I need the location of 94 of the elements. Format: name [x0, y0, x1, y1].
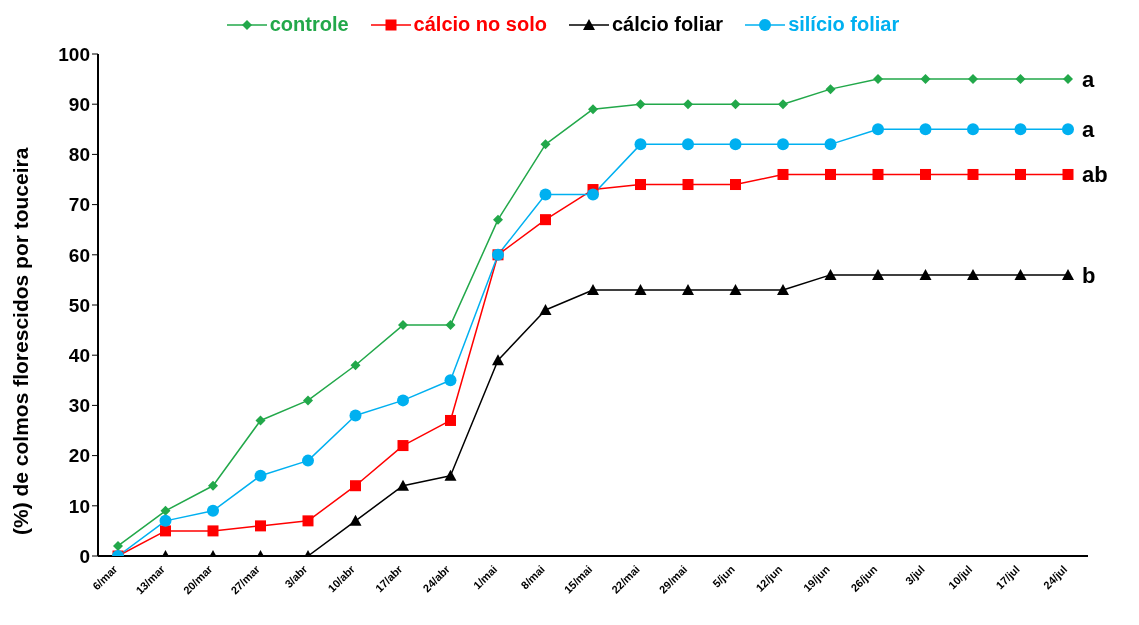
point	[303, 395, 313, 406]
point	[444, 374, 457, 387]
point	[350, 360, 361, 371]
point	[1015, 74, 1026, 85]
point	[302, 454, 314, 467]
point	[397, 394, 409, 407]
point	[778, 99, 788, 110]
y-tick-label: 70	[68, 194, 90, 216]
y-tick-label: 20	[68, 445, 90, 467]
point	[967, 123, 979, 136]
point	[634, 283, 647, 295]
point	[255, 520, 266, 532]
point	[919, 268, 932, 280]
point	[540, 139, 551, 150]
legend-label: cálcio foliar	[611, 13, 724, 36]
point	[920, 168, 931, 180]
y-tick-label: 10	[68, 495, 90, 517]
annotation: ab	[1082, 162, 1108, 188]
point	[493, 214, 503, 225]
point	[730, 99, 741, 110]
point	[1014, 123, 1027, 136]
point	[683, 99, 693, 110]
point	[825, 168, 836, 180]
point	[540, 214, 551, 226]
point	[682, 138, 694, 151]
point	[159, 514, 172, 527]
point	[254, 469, 267, 482]
point	[1062, 168, 1074, 180]
point	[492, 354, 504, 366]
point	[635, 179, 646, 191]
point	[207, 525, 219, 537]
point	[160, 525, 171, 537]
point	[1015, 168, 1026, 180]
y-axis-title: (%) de colmos florescidos por touceira	[9, 147, 33, 535]
point	[1063, 74, 1073, 85]
annotation: a	[1082, 66, 1095, 92]
point	[824, 138, 837, 151]
point	[730, 179, 741, 191]
point	[444, 469, 457, 481]
y-tick-label: 80	[68, 144, 90, 166]
point	[398, 320, 408, 331]
y-tick-label: 0	[79, 545, 90, 567]
point	[825, 84, 836, 95]
point	[635, 99, 646, 110]
point	[588, 104, 598, 115]
point	[872, 123, 884, 136]
point	[919, 123, 932, 136]
point	[1014, 268, 1027, 280]
point	[967, 268, 979, 280]
y-tick-label: 30	[68, 395, 90, 417]
y-tick-label: 40	[68, 344, 90, 366]
point	[872, 168, 884, 180]
point	[777, 283, 789, 295]
point	[1062, 268, 1074, 280]
y-tick-label: 100	[58, 43, 90, 65]
point	[208, 480, 218, 491]
point	[968, 74, 978, 85]
point	[634, 138, 647, 151]
point	[255, 415, 266, 426]
point	[587, 283, 599, 295]
point	[539, 188, 552, 201]
legend-label: cálcio no solo	[413, 13, 547, 36]
point	[302, 515, 314, 527]
y-tick-label: 90	[68, 93, 90, 115]
point	[587, 188, 599, 201]
point	[872, 268, 884, 280]
annotation: b	[1082, 262, 1096, 288]
legend-label: controle	[269, 13, 349, 36]
point	[777, 168, 789, 180]
point	[967, 168, 979, 180]
point	[824, 268, 837, 280]
point	[349, 514, 362, 526]
point	[873, 74, 883, 85]
point	[729, 138, 742, 151]
point	[397, 479, 409, 491]
point	[349, 409, 362, 422]
y-tick-label: 50	[68, 294, 90, 316]
point	[1062, 123, 1074, 136]
annotation: a	[1082, 117, 1095, 143]
point	[920, 74, 931, 85]
point	[397, 440, 409, 452]
point	[539, 304, 552, 316]
legend-label: silício foliar	[788, 13, 900, 36]
point	[682, 179, 694, 191]
point	[350, 480, 361, 492]
point	[160, 505, 171, 516]
point	[207, 504, 219, 517]
point	[113, 540, 123, 551]
point	[682, 283, 694, 295]
point	[445, 414, 456, 426]
point	[445, 320, 456, 331]
point	[729, 283, 742, 295]
point	[777, 138, 789, 151]
y-tick-label: 60	[68, 244, 90, 266]
